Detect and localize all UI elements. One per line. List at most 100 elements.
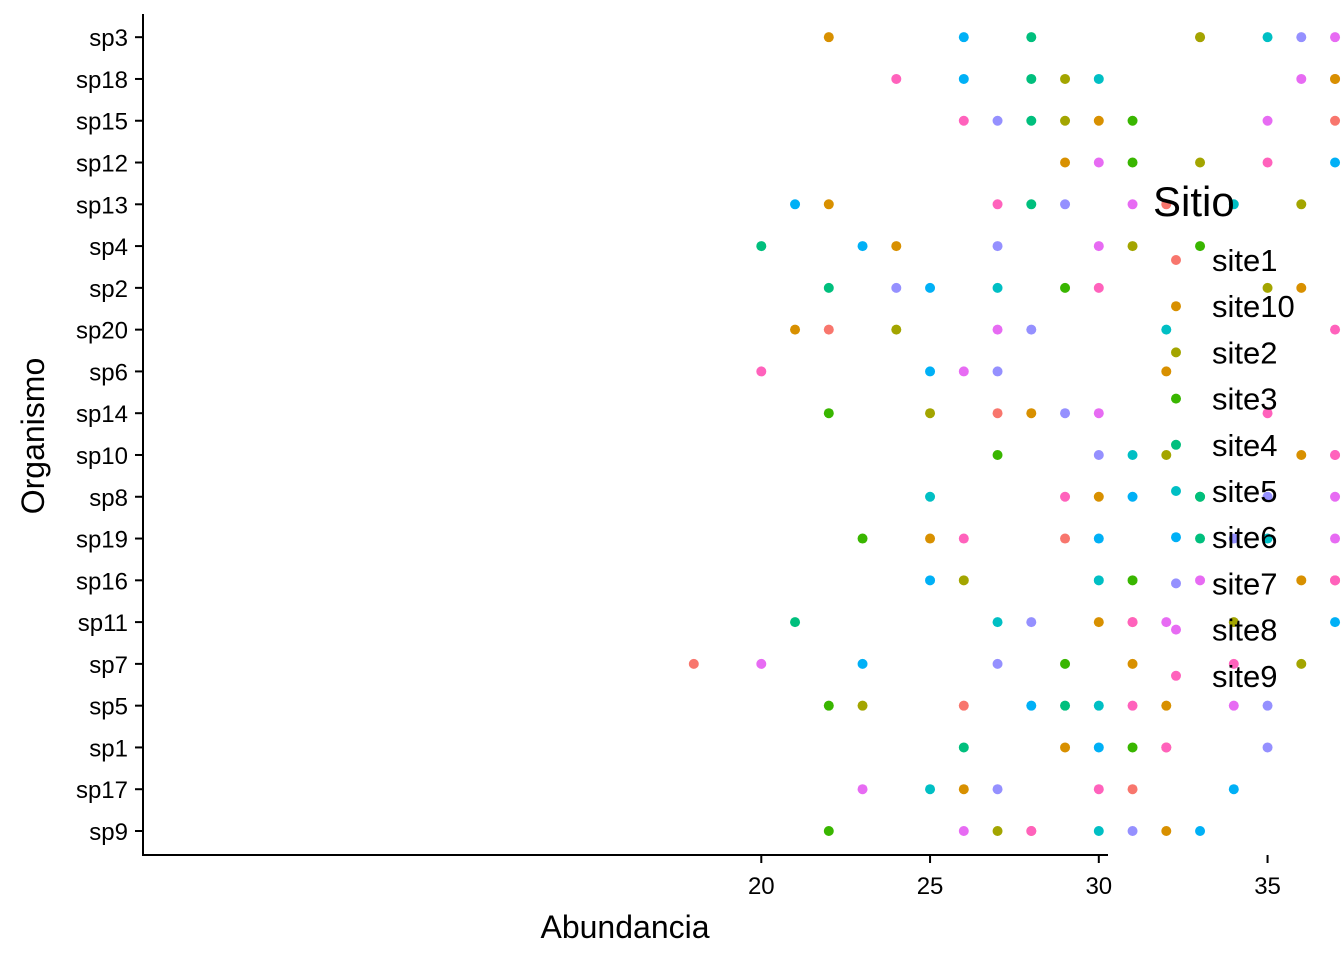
point-site6-sp3 (958, 32, 969, 43)
point-site2-sp2 (1262, 282, 1273, 293)
legend-label-site8: site8 (1212, 613, 1277, 648)
point-site6-sp2 (925, 282, 936, 293)
point-site4-sp8 (1195, 491, 1206, 502)
y-axis-title: Organismo (15, 358, 51, 515)
point-site2-sp4 (1127, 241, 1138, 252)
legend-key-site10 (1171, 301, 1181, 312)
point-site10-sp16 (1296, 575, 1307, 586)
point-site3-sp10 (992, 449, 1003, 460)
y-tick-label: sp15 (76, 109, 128, 136)
point-site10-sp13 (823, 199, 834, 210)
point-site9-sp16 (1330, 575, 1341, 586)
point-site7-sp6 (992, 366, 1003, 377)
x-tick-label: 30 (1085, 873, 1112, 900)
point-site5-sp16 (1093, 575, 1104, 586)
legend-key-site6 (1171, 532, 1181, 543)
point-site7-sp4 (992, 241, 1003, 252)
point-site8-sp18 (1296, 73, 1307, 84)
legend-key-site9 (1171, 670, 1181, 681)
point-site5-sp10 (1127, 449, 1138, 460)
point-site4-sp2 (823, 282, 834, 293)
point-site9-sp18 (891, 73, 902, 84)
points-layer (688, 32, 1341, 836)
point-site9-sp2 (1093, 282, 1104, 293)
point-site3-sp2 (1060, 282, 1071, 293)
point-site10-sp1 (1060, 742, 1071, 753)
point-site8-sp14 (1093, 408, 1104, 419)
point-site9-sp13 (992, 199, 1003, 210)
point-site2-sp9 (992, 826, 1003, 836)
point-site10-sp7 (1127, 658, 1138, 669)
point-site6-sp18 (958, 73, 969, 84)
point-site2-sp20 (891, 324, 902, 335)
point-site9-sp10 (1330, 449, 1341, 460)
point-site5-sp20 (1161, 324, 1172, 335)
point-site10-sp20 (790, 324, 801, 335)
point-site9-sp12 (1262, 157, 1273, 168)
y-tick-label: sp6 (89, 359, 128, 386)
y-axis-ticks: sp9 sp17 sp1 sp5 sp7 sp11 sp16 sp19 sp8 sp10 sp14 s… (76, 25, 143, 846)
point-site4-sp5 (1060, 700, 1071, 711)
legend-title: Sitio (1153, 178, 1235, 225)
legend-label-site7: site7 (1212, 566, 1277, 601)
point-site8-sp4 (1093, 241, 1104, 252)
point-site10-sp6 (1161, 366, 1172, 377)
point-site6-sp7 (857, 658, 868, 669)
y-tick-label: sp10 (76, 443, 128, 470)
x-axis-ticks: 202530354045 (748, 855, 1281, 900)
point-site5-sp2 (992, 282, 1003, 293)
point-site9-sp6 (756, 366, 767, 377)
legend: Sitio site1site10site2site3site4site5sit… (1153, 178, 1295, 694)
y-tick-label: sp3 (89, 25, 128, 52)
point-site2-sp18 (1060, 73, 1071, 84)
point-site9-sp19 (958, 533, 969, 544)
x-tick-label: 20 (748, 873, 775, 900)
point-site5-sp17 (925, 784, 936, 795)
legend-items: site1 site10 site2 site3 site4 site5 site6 site… (1171, 243, 1295, 694)
point-site6-sp4 (857, 241, 868, 252)
legend-label-site10: site10 (1212, 289, 1295, 324)
legend-label-site6: site6 (1212, 520, 1277, 555)
point-site8-sp3 (1330, 32, 1341, 43)
point-site7-sp3 (1296, 32, 1307, 43)
y-tick-label: sp17 (76, 777, 128, 804)
point-site8-sp7 (756, 658, 767, 669)
y-tick-label: sp13 (76, 192, 128, 219)
point-site5-sp18 (1093, 73, 1104, 84)
y-tick-label: sp2 (89, 276, 128, 303)
point-site2-sp10 (1161, 449, 1172, 460)
legend-label-site5: site5 (1212, 474, 1277, 509)
legend-label-site2: site2 (1212, 335, 1277, 370)
point-site9-sp14 (1262, 408, 1273, 419)
point-site3-sp19 (857, 533, 868, 544)
point-site8-sp5 (1228, 700, 1239, 711)
point-site8-sp15 (1262, 115, 1273, 126)
point-site9-sp5 (1127, 700, 1138, 711)
point-site6-sp8 (1127, 491, 1138, 502)
point-site10-sp14 (1026, 408, 1037, 419)
point-site9-sp7 (1228, 658, 1239, 669)
y-tick-label: sp7 (89, 652, 128, 679)
point-site3-sp15 (1127, 115, 1138, 126)
point-site6-sp11 (1330, 617, 1341, 628)
point-site2-sp13 (1296, 199, 1307, 210)
point-site8-sp20 (992, 324, 1003, 335)
point-site8-sp16 (1195, 575, 1206, 586)
legend-key-site5 (1171, 486, 1181, 496)
point-site1-sp17 (1127, 784, 1138, 795)
y-tick-label: sp12 (76, 151, 128, 178)
point-site4-sp1 (958, 742, 969, 753)
legend-label-site4: site4 (1212, 428, 1277, 463)
point-site8-sp9 (958, 826, 969, 836)
point-site4-sp4 (756, 241, 767, 252)
y-tick-label: sp9 (89, 819, 128, 846)
point-site10-sp4 (891, 241, 902, 252)
point-site1-sp14 (992, 408, 1003, 419)
point-site4-sp19 (1195, 533, 1206, 544)
y-tick-label: sp11 (78, 610, 128, 637)
point-site10-sp12 (1060, 157, 1071, 168)
point-site6-sp1 (1093, 742, 1104, 753)
point-site1-sp19 (1060, 533, 1071, 544)
point-site6-sp13 (790, 199, 801, 210)
point-site6-sp16 (925, 575, 936, 586)
